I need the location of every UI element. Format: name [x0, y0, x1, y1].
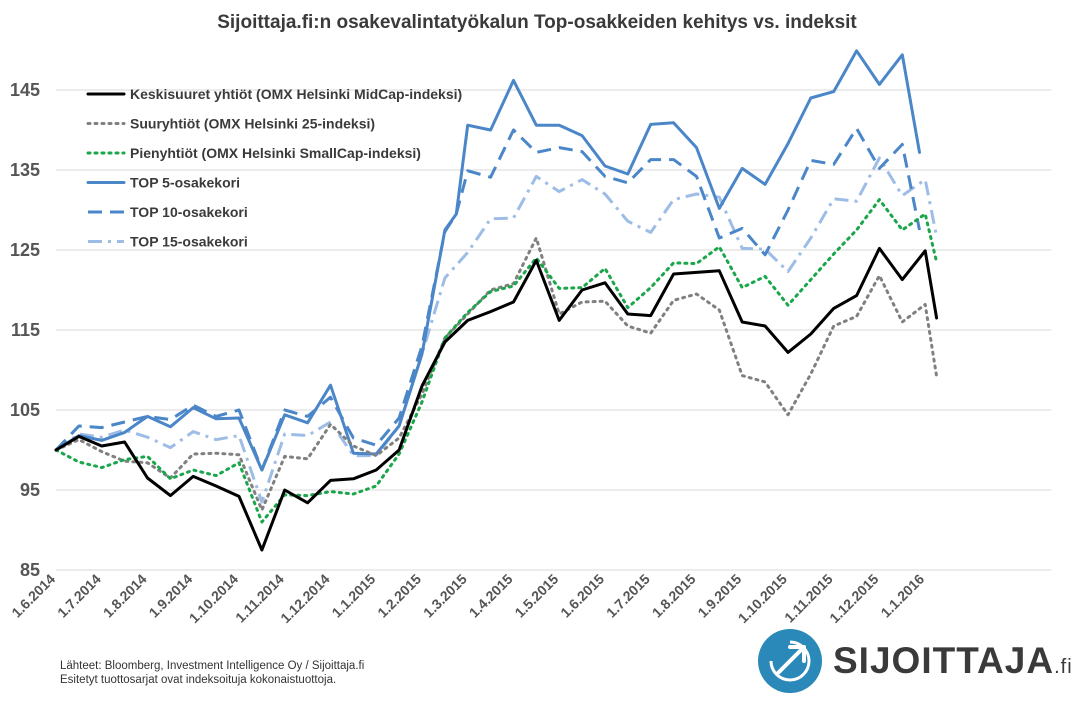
series-lines [54, 49, 939, 552]
series-line-1 [54, 236, 939, 512]
legend: Keskisuuret yhtiöt (OMX Helsinki MidCap-… [86, 86, 462, 250]
y-tick-label: 125 [10, 240, 40, 260]
x-tick-label: 1.10.2014 [186, 571, 242, 627]
x-tick-label: 1.12.2014 [277, 571, 333, 627]
gridlines [56, 89, 1051, 571]
x-tick-label: 1.1.2016 [877, 571, 927, 621]
legend-label: TOP 15-osakekori [130, 234, 248, 250]
y-tick-label: 105 [10, 400, 40, 420]
series-line-5 [55, 156, 939, 504]
legend-label: Keskisuuret yhtiöt (OMX Helsinki MidCap-… [130, 86, 462, 102]
y-tick-label: 115 [11, 320, 40, 340]
x-tick-label: 1.8.2015 [649, 571, 699, 621]
legend-label: Suuryhtiöt (OMX Helsinki 25-indeksi) [130, 116, 375, 132]
source-note: Lähteet: Bloomberg, Investment Intellige… [60, 659, 364, 687]
legend-label: TOP 10-osakekori [130, 204, 248, 220]
series-line-0 [54, 246, 939, 552]
source-line: Lähteet: Bloomberg, Investment Intellige… [60, 660, 365, 672]
x-tick-label: 1.8.2014 [100, 571, 150, 621]
y-axis: 85 95 105 115 125 135 145 [10, 80, 40, 580]
logo-suffix: .fi [1054, 656, 1073, 678]
x-tick-label: 1.2.2015 [374, 571, 424, 621]
y-tick-label: 135 [10, 160, 40, 180]
x-tick-label: 1.10.2015 [735, 571, 791, 627]
x-tick-label: 1.1.2015 [329, 571, 379, 621]
y-tick-label: 145 [10, 80, 40, 100]
legend-label: Pienyhtiöt (OMX Helsinki SmallCap-indeks… [130, 145, 421, 161]
legend-label: TOP 5-osakekori [130, 175, 240, 191]
x-axis: 1.6.20141.7.20141.8.20141.9.20141.10.201… [8, 571, 927, 627]
note-line: Esitetyt tuottosarjat ovat indeksoituja … [60, 674, 337, 686]
x-tick-label: 1.5.2015 [511, 571, 561, 621]
sijoittaja-logo[interactable]: SIJOITTAJA.fi [757, 628, 1073, 694]
y-tick-label: 95 [20, 480, 40, 500]
logo-text: SIJOITTAJA.fi [833, 640, 1073, 681]
x-tick-label: 1.3.2015 [420, 571, 470, 621]
chart-title: Sijoittaja.fi:n osakevalintatyökalun Top… [217, 12, 857, 33]
series-line-4 [54, 126, 921, 472]
series-line-3 [54, 49, 921, 472]
series-line-2 [54, 198, 939, 524]
arrow-circle-logo-icon [758, 629, 822, 693]
y-tick-label: 85 [20, 560, 40, 580]
x-tick-label: 1.4.2015 [466, 571, 516, 621]
x-tick-label: 1.12.2015 [826, 571, 882, 627]
x-tick-label: 1.7.2014 [54, 571, 104, 621]
x-tick-label: 1.6.2015 [557, 571, 607, 621]
x-tick-label: 1.7.2015 [603, 571, 653, 621]
